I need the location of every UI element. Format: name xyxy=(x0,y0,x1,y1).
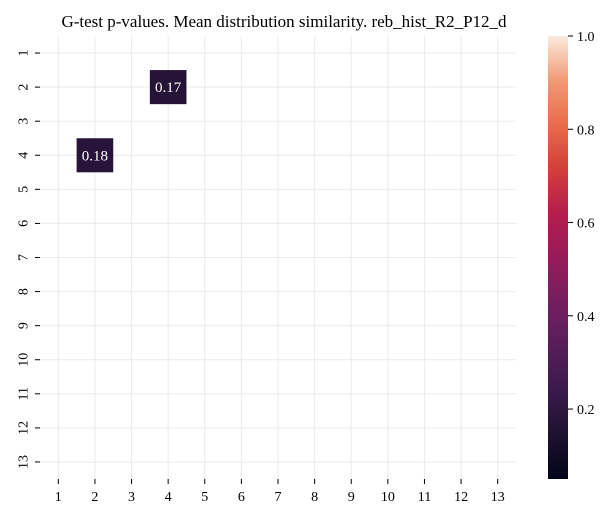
y-tick-label: 9 xyxy=(17,322,32,329)
heatmap-cell xyxy=(76,138,114,173)
x-tick-label: 11 xyxy=(418,490,431,505)
y-tick-label: 10 xyxy=(17,353,32,367)
y-tick-label: 1 xyxy=(17,50,32,57)
colorbar-tick-label: 0.8 xyxy=(577,123,595,138)
colorbar-tick-label: 1.0 xyxy=(577,30,595,45)
x-tick-label: 12 xyxy=(454,490,468,505)
colorbar-tick-label: 0.2 xyxy=(577,403,595,418)
x-tick-label: 4 xyxy=(165,490,172,505)
y-tick-label: 6 xyxy=(17,220,32,227)
x-tick-label: 2 xyxy=(91,490,98,505)
x-tick-label: 9 xyxy=(348,490,355,505)
colorbar-gradient xyxy=(548,36,568,479)
colorbar: 0.2 0.4 0.6 0.8 1.0 xyxy=(548,30,595,479)
x-tick-label: 1 xyxy=(55,490,62,505)
x-axis: 1 2 3 4 5 6 7 8 9 10 11 12 13 xyxy=(55,479,505,505)
x-tick-label: 3 xyxy=(128,490,135,505)
heatmap-cell xyxy=(149,70,187,105)
y-tick-label: 12 xyxy=(17,421,32,435)
y-tick-label: 2 xyxy=(17,84,32,91)
x-tick-label: 10 xyxy=(381,490,395,505)
colorbar-tick-label: 0.6 xyxy=(577,217,595,232)
x-tick-label: 13 xyxy=(491,490,505,505)
colorbar-tick-label: 0.4 xyxy=(577,310,595,325)
x-tick-label: 5 xyxy=(201,490,208,505)
y-tick-label: 3 xyxy=(17,118,32,125)
x-tick-label: 6 xyxy=(238,490,245,505)
y-tick-label: 11 xyxy=(17,387,32,400)
chart-title: G-test p-values. Mean distribution simil… xyxy=(61,12,507,31)
y-tick-label: 8 xyxy=(17,288,32,295)
x-tick-label: 7 xyxy=(275,490,282,505)
cell-layer: 0.17 0.18 xyxy=(76,70,187,173)
y-tick-label: 13 xyxy=(17,455,32,469)
y-tick-label: 7 xyxy=(17,254,32,261)
cell-value-label: 0.17 xyxy=(155,80,182,96)
cell-value-label: 0.18 xyxy=(82,148,108,164)
grid-layer xyxy=(40,36,516,479)
y-tick-label: 4 xyxy=(17,152,32,159)
y-tick-label: 5 xyxy=(17,186,32,193)
x-tick-label: 8 xyxy=(311,490,318,505)
